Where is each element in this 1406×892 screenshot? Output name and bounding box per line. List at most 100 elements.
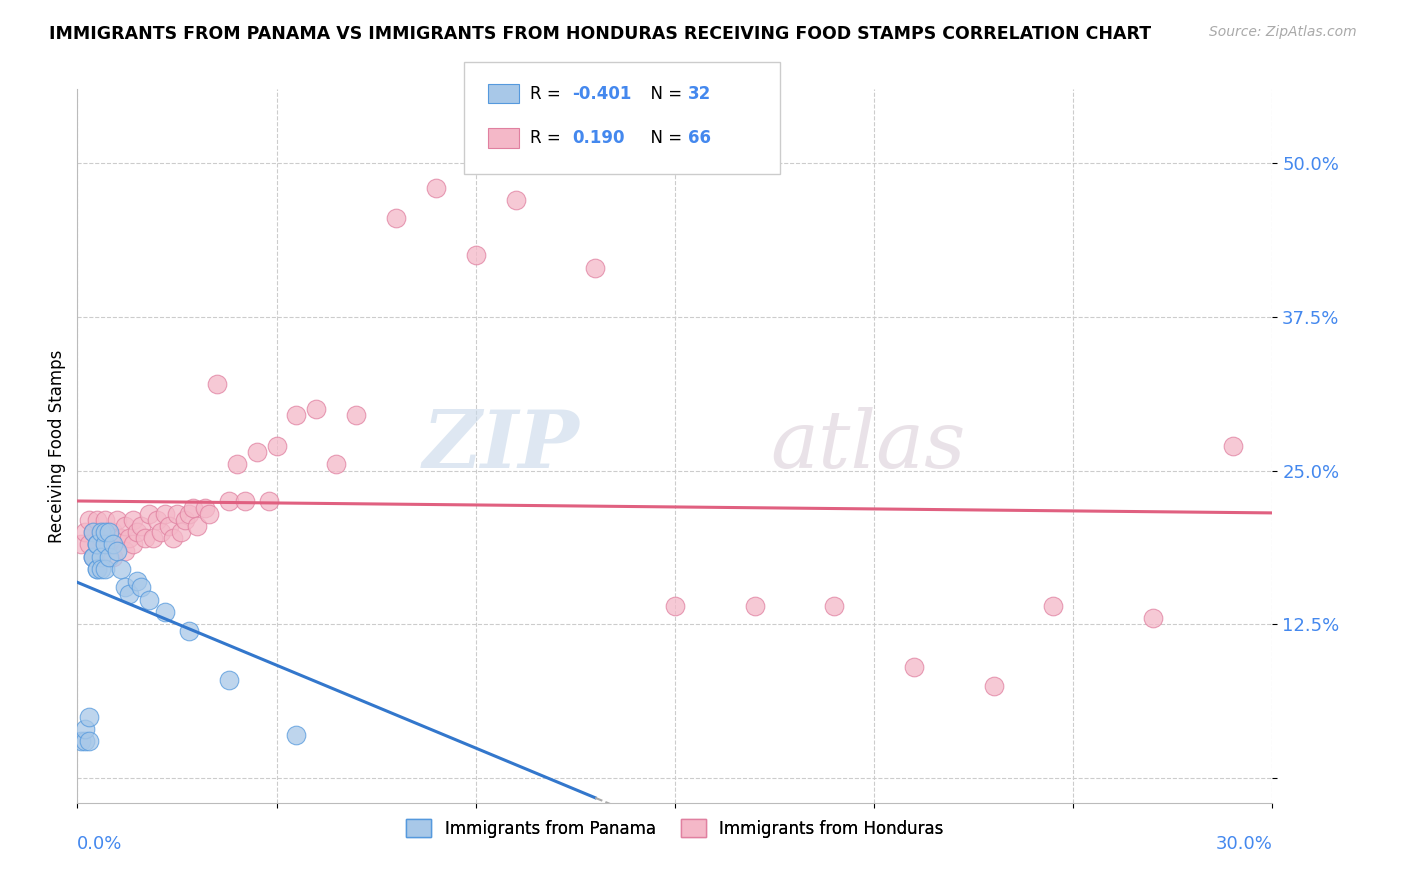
Point bbox=[153, 605, 176, 619]
Point bbox=[285, 728, 308, 742]
Point bbox=[79, 734, 101, 748]
Point bbox=[114, 519, 136, 533]
Y-axis label: Receiving Food Stamps: Receiving Food Stamps bbox=[48, 350, 66, 542]
Point bbox=[903, 660, 925, 674]
Point bbox=[134, 531, 156, 545]
Point bbox=[138, 592, 160, 607]
Point bbox=[94, 537, 117, 551]
Legend: Immigrants from Panama, Immigrants from Honduras: Immigrants from Panama, Immigrants from … bbox=[399, 813, 950, 845]
Point bbox=[98, 537, 121, 551]
Point bbox=[983, 679, 1005, 693]
Point bbox=[90, 549, 112, 564]
Point bbox=[505, 193, 527, 207]
Point bbox=[744, 599, 766, 613]
Point bbox=[664, 599, 686, 613]
Text: atlas: atlas bbox=[770, 408, 966, 484]
Text: 30.0%: 30.0% bbox=[1216, 835, 1272, 853]
Point bbox=[285, 409, 308, 423]
Point bbox=[75, 525, 97, 540]
Point bbox=[103, 525, 124, 540]
Point bbox=[266, 439, 288, 453]
Point bbox=[142, 531, 165, 545]
Point bbox=[218, 494, 240, 508]
Point bbox=[166, 507, 188, 521]
Point bbox=[122, 513, 145, 527]
Point bbox=[110, 562, 132, 576]
Point bbox=[94, 531, 117, 545]
Text: N =: N = bbox=[640, 85, 688, 103]
Point bbox=[118, 531, 141, 545]
Point bbox=[1142, 611, 1164, 625]
Point bbox=[150, 525, 173, 540]
Point bbox=[246, 445, 269, 459]
Text: R =: R = bbox=[530, 85, 567, 103]
Point bbox=[233, 494, 256, 508]
Point bbox=[79, 513, 101, 527]
Point bbox=[86, 562, 108, 576]
Point bbox=[823, 599, 845, 613]
Point bbox=[177, 507, 200, 521]
Point bbox=[70, 537, 93, 551]
Point bbox=[90, 525, 112, 540]
Point bbox=[105, 513, 128, 527]
Text: N =: N = bbox=[640, 129, 688, 147]
Point bbox=[129, 519, 152, 533]
Point bbox=[1222, 439, 1244, 453]
Point bbox=[98, 525, 121, 540]
Point bbox=[425, 180, 447, 194]
Point bbox=[127, 574, 149, 589]
Point bbox=[90, 562, 112, 576]
Point bbox=[344, 409, 367, 423]
Point bbox=[225, 458, 247, 472]
Point bbox=[257, 494, 280, 508]
Point bbox=[79, 709, 101, 723]
Point bbox=[181, 500, 204, 515]
Point bbox=[75, 734, 97, 748]
Point bbox=[325, 458, 347, 472]
Point bbox=[186, 519, 208, 533]
Point bbox=[79, 537, 101, 551]
Point bbox=[90, 525, 112, 540]
Point bbox=[82, 549, 104, 564]
Point bbox=[114, 543, 136, 558]
Text: 0.190: 0.190 bbox=[572, 129, 624, 147]
Point bbox=[464, 248, 486, 262]
Point bbox=[103, 537, 124, 551]
Text: 32: 32 bbox=[688, 85, 711, 103]
Text: Source: ZipAtlas.com: Source: ZipAtlas.com bbox=[1209, 25, 1357, 39]
Point bbox=[86, 513, 108, 527]
Point bbox=[218, 673, 240, 687]
Point bbox=[170, 525, 193, 540]
Text: R =: R = bbox=[530, 129, 571, 147]
Point bbox=[98, 549, 121, 564]
Point bbox=[146, 513, 169, 527]
Point bbox=[174, 513, 197, 527]
Point bbox=[127, 525, 149, 540]
Point bbox=[118, 587, 141, 601]
Point bbox=[583, 260, 606, 275]
Point bbox=[90, 531, 112, 545]
Point bbox=[153, 507, 176, 521]
Text: -0.401: -0.401 bbox=[572, 85, 631, 103]
Point bbox=[98, 525, 121, 540]
Point bbox=[70, 734, 93, 748]
Point bbox=[162, 531, 184, 545]
Point bbox=[94, 562, 117, 576]
Point bbox=[82, 525, 104, 540]
Text: IMMIGRANTS FROM PANAMA VS IMMIGRANTS FROM HONDURAS RECEIVING FOOD STAMPS CORRELA: IMMIGRANTS FROM PANAMA VS IMMIGRANTS FRO… bbox=[49, 25, 1152, 43]
Point bbox=[205, 377, 228, 392]
Point bbox=[82, 525, 104, 540]
Point bbox=[157, 519, 180, 533]
Point bbox=[110, 531, 132, 545]
Point bbox=[385, 211, 408, 226]
Point bbox=[105, 543, 128, 558]
Point bbox=[1042, 599, 1064, 613]
Point bbox=[103, 549, 124, 564]
Point bbox=[122, 537, 145, 551]
Point bbox=[86, 562, 108, 576]
Point bbox=[129, 581, 152, 595]
Point bbox=[105, 531, 128, 545]
Point bbox=[82, 549, 104, 564]
Text: 0.0%: 0.0% bbox=[77, 835, 122, 853]
Point bbox=[86, 537, 108, 551]
